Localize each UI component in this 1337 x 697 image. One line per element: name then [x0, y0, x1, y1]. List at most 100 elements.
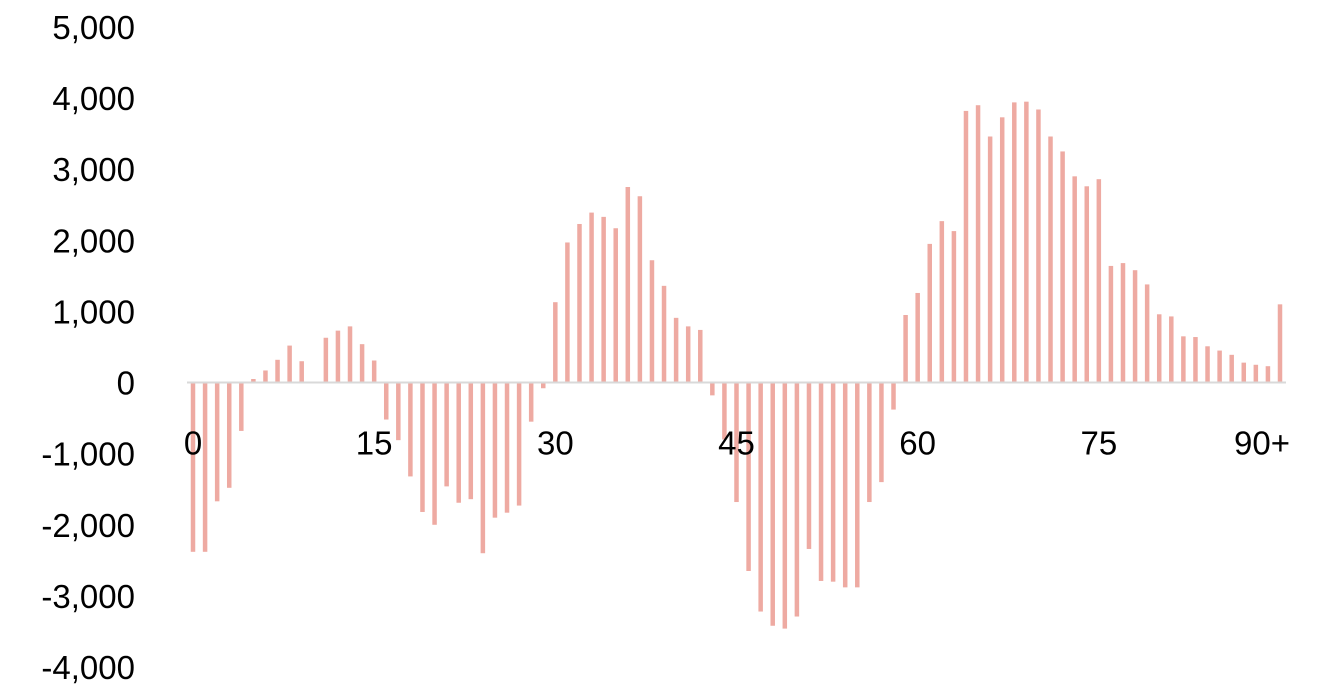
bar-12	[335, 330, 341, 383]
bar-14	[359, 344, 365, 383]
bar-18	[408, 382, 413, 477]
bar-49	[782, 382, 788, 629]
y-tick-label: 4,000	[52, 80, 135, 117]
bar-44	[722, 382, 727, 440]
bar-68	[1012, 102, 1017, 383]
bar-38	[649, 260, 655, 383]
bar-23	[468, 382, 474, 500]
bar-40	[673, 317, 679, 383]
bar-77	[1120, 263, 1126, 383]
bar-13	[347, 326, 353, 383]
bar-8	[287, 345, 292, 383]
x-tick-label: 90+	[1234, 425, 1290, 462]
bar-27	[516, 382, 522, 506]
y-tick-label: -2,000	[41, 507, 135, 544]
bar-22	[456, 382, 461, 503]
bar-41	[685, 326, 691, 383]
x-tick-label: 15	[356, 425, 393, 462]
bar-60	[915, 292, 920, 383]
bar-42	[698, 329, 703, 383]
bar-53	[830, 382, 836, 582]
bar-19	[420, 382, 425, 512]
bar-62	[939, 221, 945, 383]
bar-85	[1217, 350, 1222, 383]
bar-11	[323, 337, 329, 383]
bar-30	[553, 302, 558, 383]
x-tick-label: 60	[899, 425, 936, 462]
bar-66	[987, 136, 993, 383]
bar-54	[842, 382, 848, 588]
bar-25	[492, 382, 498, 518]
x-tick-label: 45	[718, 425, 755, 462]
bar-36	[625, 187, 631, 383]
bar-26	[504, 382, 510, 513]
bar-82	[1181, 336, 1186, 383]
bar-51	[806, 382, 812, 549]
bar-78	[1132, 270, 1138, 383]
bar-90	[1277, 304, 1283, 383]
y-tick-label: -3,000	[41, 578, 135, 615]
bar-9	[299, 361, 304, 383]
y-tick-label: -1,000	[41, 436, 135, 473]
bar-76	[1108, 265, 1114, 383]
bar-72	[1060, 151, 1065, 383]
y-tick-label: 3,000	[52, 151, 135, 188]
bar-5	[251, 379, 256, 383]
bar-75	[1096, 179, 1102, 383]
bar-33	[589, 212, 594, 383]
bar-32	[577, 223, 582, 383]
bar-70	[1036, 109, 1041, 383]
bar-15	[371, 360, 377, 383]
bar-20	[432, 382, 437, 525]
bar-69	[1024, 101, 1029, 383]
bar-4	[239, 382, 244, 431]
bar-88	[1253, 364, 1259, 383]
x-tick-label: 30	[537, 425, 574, 462]
x-tick-label: 75	[1080, 425, 1117, 462]
bar-64	[963, 110, 969, 383]
y-tick-label: 2,000	[52, 222, 135, 259]
bar-29	[541, 382, 546, 389]
bar-7	[275, 359, 280, 383]
bar-50	[794, 382, 800, 617]
bar-65	[975, 105, 981, 383]
bar-46	[746, 382, 751, 571]
bar-31	[565, 242, 570, 383]
bar-67	[999, 117, 1005, 383]
bar-45	[734, 382, 739, 503]
y-tick-label: 1,000	[52, 293, 135, 330]
bar-57	[879, 382, 884, 483]
bars-group	[190, 101, 1283, 629]
bar-79	[1144, 284, 1150, 383]
bar-1	[202, 382, 208, 552]
bar-61	[927, 243, 932, 383]
bar-21	[444, 382, 449, 487]
x-tick-label: 0	[184, 425, 202, 462]
bar-55	[855, 382, 860, 588]
bar-83	[1193, 337, 1198, 383]
bar-17	[396, 382, 401, 441]
bar-89	[1265, 366, 1271, 383]
bar-16	[383, 382, 389, 420]
bar-58	[891, 382, 896, 410]
bar-24	[480, 382, 486, 554]
x-axis-tick-labels: 0 15 30 45 60 75 90+	[184, 425, 1290, 462]
bar-35	[613, 228, 618, 383]
bar-6	[263, 370, 268, 383]
bar-52	[818, 382, 824, 581]
bar-86	[1229, 354, 1234, 383]
y-tick-label: -4,000	[41, 649, 135, 686]
bar-84	[1205, 346, 1210, 383]
bar-56	[867, 382, 872, 503]
bar-34	[601, 216, 606, 383]
bar-63	[951, 231, 957, 383]
bar-71	[1048, 136, 1053, 383]
bar-74	[1084, 186, 1090, 383]
bar-47	[758, 382, 763, 612]
bar-81	[1169, 316, 1174, 383]
y-tick-label: 0	[117, 365, 135, 402]
bar-28	[528, 382, 534, 422]
bar-48	[770, 382, 775, 626]
bar-37	[637, 196, 643, 383]
